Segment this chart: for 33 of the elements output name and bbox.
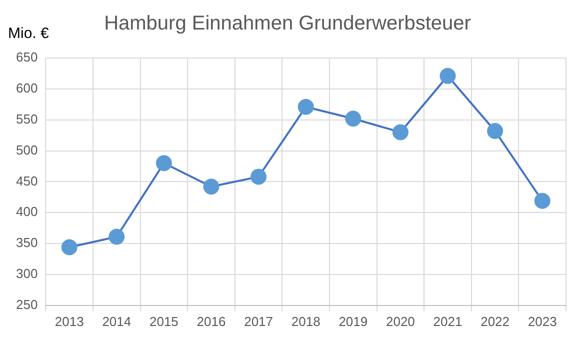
x-tick-label: 2018 (291, 314, 320, 329)
x-tick-label: 2021 (433, 314, 462, 329)
y-axis-title: Mio. € (8, 25, 50, 42)
x-tick-label: 2016 (196, 314, 226, 329)
y-tick-label: 400 (16, 204, 38, 220)
x-tick-label: 2014 (102, 314, 132, 329)
x-tick-label: 2023 (528, 314, 557, 329)
point (440, 68, 456, 84)
y-tick-label: 650 (16, 50, 38, 65)
x-tick-label: 2017 (244, 314, 274, 329)
x-tick-label: 2013 (54, 314, 84, 329)
y-tick-label: 450 (16, 173, 38, 188)
point (203, 178, 220, 195)
chart-title: Hamburg Einnahmen Grunderwerbsteuer (104, 12, 472, 35)
point (61, 239, 78, 256)
y-tick-label: 350 (16, 235, 38, 250)
point (250, 168, 267, 185)
x-tick-label: 2015 (149, 314, 178, 329)
point (156, 155, 172, 172)
y-tick-label: 500 (16, 142, 38, 158)
point (298, 98, 314, 115)
y-tick-label: 300 (16, 266, 38, 282)
x-tick-label: 2020 (386, 314, 415, 329)
point (108, 228, 125, 245)
point (392, 124, 408, 140)
y-tick-label: 550 (16, 111, 38, 126)
x-tick-label: 2022 (480, 314, 510, 329)
point (487, 122, 504, 139)
y-tick-label: 250 (16, 296, 38, 312)
point (534, 192, 550, 209)
x-tick-label: 2019 (338, 314, 368, 329)
point (345, 110, 362, 127)
y-tick-label: 600 (16, 80, 38, 96)
